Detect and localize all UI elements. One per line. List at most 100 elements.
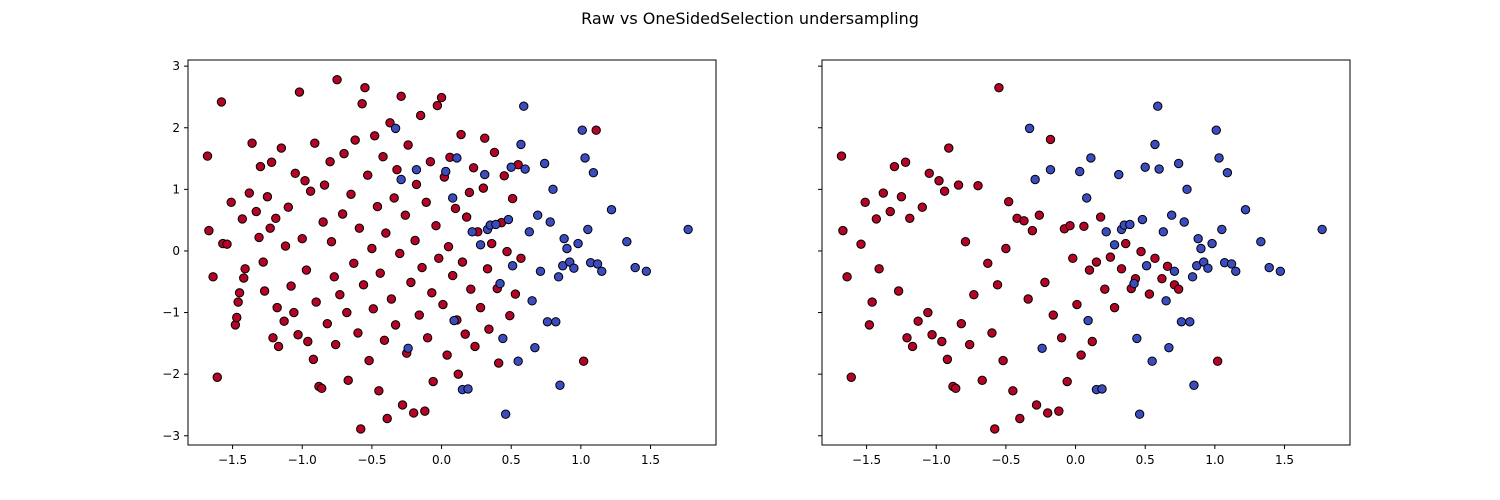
majority-point — [482, 264, 493, 274]
minority-point — [555, 380, 565, 390]
minority-point — [1141, 261, 1152, 271]
majority-point — [247, 138, 257, 148]
minority-point — [1083, 315, 1093, 326]
majority-point — [240, 264, 250, 274]
majority-point — [425, 156, 436, 167]
minority-point — [1101, 227, 1111, 237]
minority-point — [577, 125, 587, 135]
minority-point — [1086, 153, 1096, 163]
minority-point — [1075, 166, 1085, 177]
minority-point — [1185, 317, 1195, 327]
majority-point — [956, 318, 967, 329]
majority-point — [944, 143, 954, 153]
majority-point — [846, 372, 856, 382]
majority-point — [226, 197, 236, 208]
majority-point — [268, 333, 278, 343]
majority-point — [356, 424, 366, 434]
majority-point — [305, 186, 316, 196]
majority-point — [516, 253, 526, 264]
majority-point — [924, 168, 934, 179]
majority-point — [937, 336, 947, 347]
minority-point — [500, 409, 511, 419]
x-tick-label: 0.5 — [502, 453, 521, 467]
minority-point — [1176, 317, 1187, 327]
raw-data-panel: −1.5 −1.0 −0.5 0.0 0.5 1.0 1.5 −3 −2 −1 0 1 2 3 — [162, 59, 717, 467]
minority-point — [1275, 266, 1286, 276]
majority-point — [1003, 196, 1014, 207]
y-tick-label: 2 — [172, 121, 180, 135]
majority-point — [489, 147, 500, 158]
majority-point — [905, 213, 915, 224]
majority-point — [923, 307, 933, 318]
majority-point — [259, 286, 270, 296]
majority-point — [335, 290, 345, 300]
minority-point — [1187, 272, 1198, 282]
majority-point — [1023, 294, 1033, 304]
minority-point — [597, 266, 607, 276]
minority-point — [1214, 153, 1224, 163]
minority-point — [1164, 342, 1174, 353]
minority-point — [1189, 380, 1199, 390]
majority-point — [983, 258, 993, 268]
majority-point — [487, 238, 497, 249]
majority-point — [960, 237, 971, 247]
majority-point — [1079, 221, 1089, 232]
minority-point — [1037, 343, 1047, 353]
minority-point — [539, 158, 550, 169]
majority-point — [237, 214, 248, 224]
majority-point — [417, 262, 427, 273]
majority-point — [1212, 356, 1223, 366]
majority-point — [325, 156, 335, 167]
minority-point — [480, 169, 490, 180]
majority-point — [998, 355, 1008, 366]
majority-point — [913, 316, 923, 326]
majority-point — [990, 424, 1000, 434]
majority-point — [1136, 246, 1146, 257]
minority-point — [1211, 125, 1221, 135]
majority-point — [357, 99, 367, 109]
majority-point — [977, 375, 987, 386]
majority-point — [283, 202, 294, 212]
minority-point — [495, 278, 505, 289]
points-layer — [202, 75, 693, 434]
majority-point — [427, 288, 437, 298]
majority-point — [265, 223, 275, 233]
minority-point — [1222, 168, 1233, 178]
majority-point — [349, 258, 359, 268]
majority-point — [411, 179, 422, 190]
majority-point — [1162, 261, 1173, 272]
majority-point — [326, 237, 337, 247]
minority-point — [516, 139, 526, 150]
majority-point — [204, 225, 214, 236]
minority-point — [503, 214, 514, 225]
majority-point — [317, 383, 327, 394]
majority-point — [1095, 212, 1106, 222]
majority-point — [408, 408, 419, 418]
minority-point — [569, 263, 579, 273]
majority-point — [1072, 299, 1082, 310]
majority-point — [1015, 413, 1025, 424]
majority-point — [379, 335, 390, 345]
majority-point — [350, 135, 360, 145]
minority-point — [475, 240, 486, 250]
minority-point — [1173, 158, 1184, 169]
minority-point — [1196, 243, 1206, 254]
majority-point — [838, 225, 848, 236]
majority-point — [337, 209, 348, 219]
minority-point — [1109, 240, 1120, 250]
majority-point — [279, 316, 289, 326]
majority-point — [1001, 243, 1011, 254]
majority-point — [1068, 253, 1078, 264]
majority-point — [1105, 252, 1116, 262]
majority-point — [1091, 257, 1102, 267]
minority-point — [535, 266, 546, 276]
majority-point — [457, 257, 468, 267]
majority-point — [232, 312, 242, 323]
minority-point — [1169, 266, 1180, 276]
majority-point — [390, 320, 401, 330]
majority-point — [385, 118, 395, 128]
majority-point — [453, 369, 463, 379]
x-tick-label: 0.0 — [1066, 453, 1085, 467]
majority-point — [934, 176, 944, 186]
